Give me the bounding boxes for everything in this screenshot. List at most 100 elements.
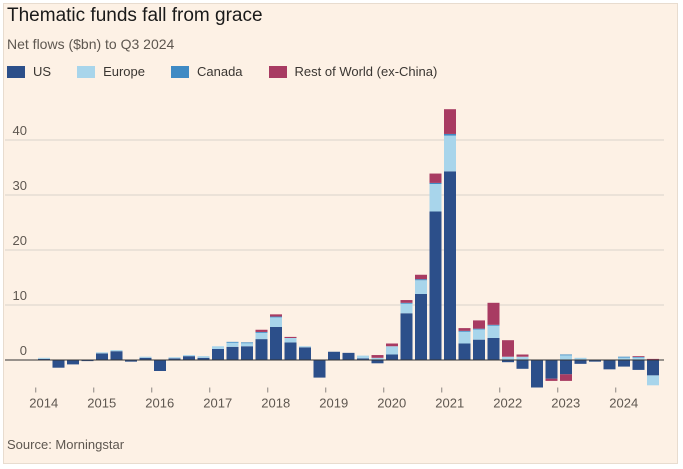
bar-us <box>313 360 326 378</box>
bar-europe <box>299 346 311 348</box>
legend-swatch-rest-of-world <box>268 65 287 78</box>
x-tick-label: 2014 <box>29 396 58 411</box>
bar-europe <box>212 346 224 349</box>
bar-canada <box>560 354 572 356</box>
bar-canada <box>473 328 485 330</box>
bar-us <box>589 360 601 362</box>
bar-europe <box>632 357 645 360</box>
bar-canada <box>400 302 413 304</box>
bar-rest-of-world-ex-china <box>473 320 485 329</box>
bar-rest-of-world-ex-china <box>255 329 268 332</box>
legend-item-europe: Europe <box>77 64 145 79</box>
bar-us <box>67 360 79 365</box>
bar-europe <box>197 356 210 358</box>
bar-europe <box>255 332 268 340</box>
bar-rest-of-world-ex-china <box>429 173 442 183</box>
legend-item-canada: Canada <box>170 64 243 79</box>
y-tick-label: 30 <box>13 178 27 193</box>
bar-us <box>197 357 210 360</box>
legend-swatch-europe <box>77 65 96 78</box>
bar-canada <box>632 356 645 358</box>
bar-us <box>400 313 413 360</box>
bar-us <box>444 171 456 360</box>
bar-rest-of-world-ex-china <box>487 302 500 325</box>
chart-subtitle: Net flows ($bn) to Q3 2024 <box>7 36 175 52</box>
bar-us <box>386 354 398 360</box>
bar-us <box>415 294 427 360</box>
bar-rest-of-world-ex-china <box>415 274 427 280</box>
bar-us <box>270 327 282 360</box>
bar-europe <box>429 184 442 212</box>
x-tick-label: 2021 <box>435 396 464 411</box>
bar-rest-of-world-ex-china <box>371 355 384 358</box>
y-tick-label: 0 <box>20 343 27 358</box>
bar-us <box>531 360 543 388</box>
x-tick-label: 2017 <box>203 396 232 411</box>
bar-europe <box>110 350 123 352</box>
bar-us <box>139 357 152 360</box>
bar-us <box>299 347 311 360</box>
x-tick-label: 2018 <box>261 396 290 411</box>
legend-item-rest-of-world: Rest of World (ex-China) <box>268 64 438 79</box>
bar-rest-of-world-ex-china <box>647 358 659 360</box>
bar-us <box>96 353 108 360</box>
bar-europe <box>400 303 413 314</box>
bar-canada <box>458 330 471 332</box>
bar-canada <box>487 324 500 326</box>
bar-us <box>502 360 514 363</box>
bar-us <box>226 346 239 360</box>
bar-europe <box>139 356 152 358</box>
chart-legend: US Europe Canada Rest of World (ex-China… <box>7 64 437 79</box>
bar-canada <box>429 182 442 184</box>
bar-us <box>545 360 558 379</box>
bar-rest-of-world-ex-china <box>444 109 456 134</box>
bar-europe <box>473 329 485 340</box>
bar-us <box>560 360 572 375</box>
bar-europe <box>516 356 529 360</box>
x-tick-label: 2020 <box>377 396 406 411</box>
bar-europe <box>284 338 297 343</box>
bar-canada <box>444 133 456 136</box>
bar-us <box>357 358 369 360</box>
legend-label-rest-of-world: Rest of World (ex-China) <box>294 64 438 79</box>
bar-europe <box>241 342 253 347</box>
bar-canada <box>618 356 630 358</box>
bar-us <box>255 339 268 360</box>
bar-europe <box>560 355 572 360</box>
x-tick-label: 2015 <box>87 396 116 411</box>
bar-europe <box>574 357 587 360</box>
bar-europe <box>96 352 108 354</box>
bar-us <box>284 342 297 360</box>
bar-europe <box>444 135 456 172</box>
x-tick-label: 2023 <box>551 396 580 411</box>
bar-europe <box>168 357 181 359</box>
bar-europe <box>386 346 398 355</box>
bar-europe <box>371 357 384 360</box>
bar-us <box>52 360 65 368</box>
bar-europe <box>270 317 282 327</box>
bar-rest-of-world-ex-china <box>270 314 282 317</box>
x-tick-label: 2016 <box>145 396 174 411</box>
bar-us <box>473 339 485 360</box>
bar-rest-of-world-ex-china <box>458 328 471 331</box>
bar-europe <box>487 325 500 338</box>
bar-us <box>168 358 181 360</box>
bar-us <box>603 360 616 370</box>
bar-us <box>125 360 137 362</box>
bar-europe <box>38 357 50 359</box>
bar-us <box>38 358 50 360</box>
bar-canada <box>255 331 268 333</box>
legend-label-europe: Europe <box>103 64 145 79</box>
bar-us <box>618 360 630 367</box>
bar-europe <box>357 355 369 359</box>
bar-rest-of-world-ex-china <box>284 336 297 338</box>
bar-us <box>574 360 587 364</box>
legend-label-canada: Canada <box>196 64 243 79</box>
bar-rest-of-world-ex-china <box>516 354 529 357</box>
x-tick-label: 2024 <box>609 396 638 411</box>
source-note: Source: Morningstar <box>7 437 125 452</box>
bar-us <box>371 360 384 364</box>
bar-rest-of-world-ex-china <box>400 300 413 303</box>
bar-rest-of-world-ex-china <box>502 340 514 357</box>
